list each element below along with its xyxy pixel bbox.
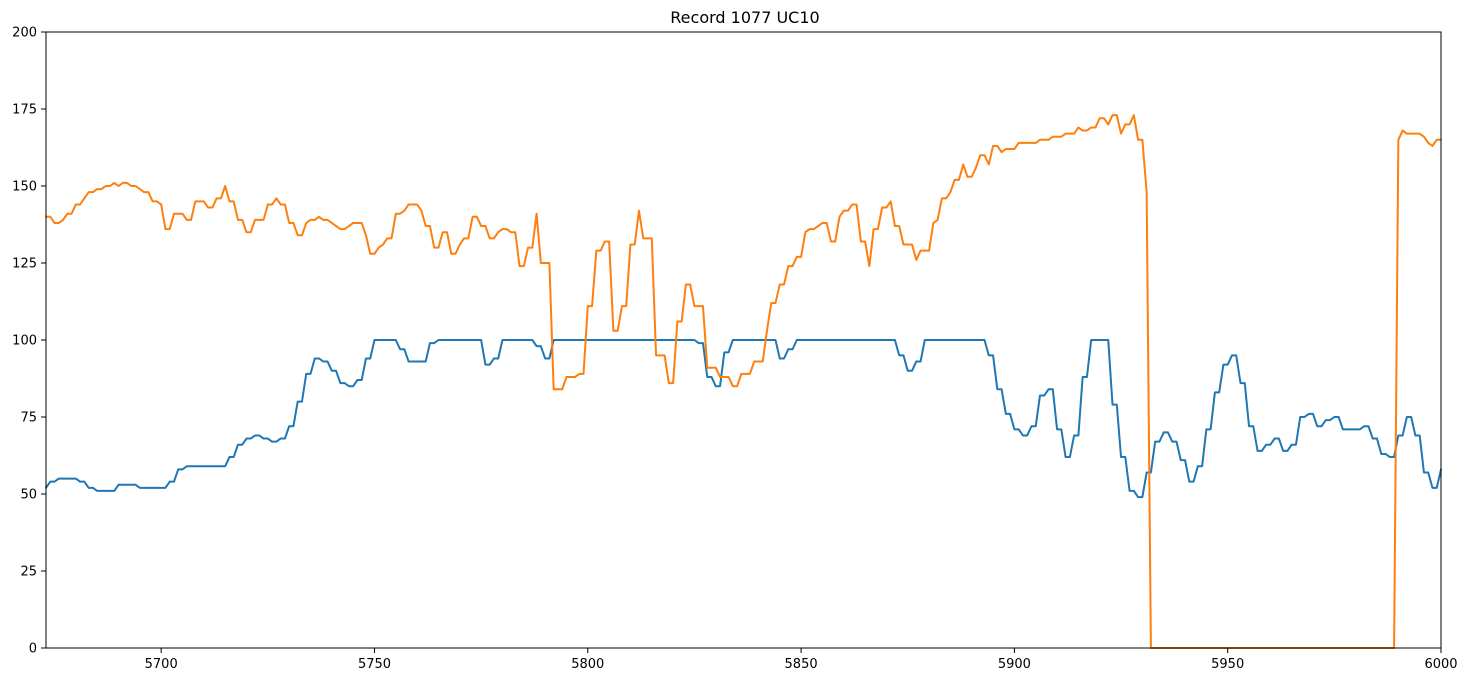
x-tick-label: 5950 bbox=[1211, 657, 1244, 672]
x-tick-label: 5900 bbox=[998, 657, 1031, 672]
y-tick-label: 125 bbox=[12, 257, 37, 272]
series-line-1 bbox=[45, 339, 1442, 499]
series-line-2 bbox=[45, 114, 1442, 649]
y-tick-label: 25 bbox=[20, 565, 37, 580]
series-layer bbox=[45, 114, 1442, 649]
y-tick-label: 150 bbox=[12, 180, 37, 195]
x-tick-label: 5700 bbox=[145, 657, 178, 672]
x-tick-label: 5750 bbox=[358, 657, 391, 672]
y-tick-label: 175 bbox=[12, 103, 37, 118]
y-tick-label: 200 bbox=[12, 26, 37, 41]
y-tick-label: 100 bbox=[12, 334, 37, 349]
chart-title: Record 1077 UC10 bbox=[670, 8, 819, 27]
y-tick-label: 0 bbox=[29, 642, 37, 657]
y-axis-ticks: 0 25 50 75 100 125 150 175 200 bbox=[12, 26, 46, 657]
x-tick-label: 5850 bbox=[785, 657, 818, 672]
y-tick-label: 75 bbox=[20, 411, 37, 426]
y-tick-label: 50 bbox=[20, 488, 37, 503]
x-axis-ticks: 5700 5750 5800 5850 5900 5950 6000 bbox=[145, 648, 1458, 672]
x-tick-label: 6000 bbox=[1424, 657, 1457, 672]
plot-frame bbox=[45, 31, 1442, 649]
x-tick-label: 5800 bbox=[571, 657, 604, 672]
